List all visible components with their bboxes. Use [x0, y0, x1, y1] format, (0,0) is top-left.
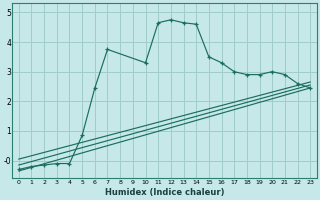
X-axis label: Humidex (Indice chaleur): Humidex (Indice chaleur)	[105, 188, 224, 197]
